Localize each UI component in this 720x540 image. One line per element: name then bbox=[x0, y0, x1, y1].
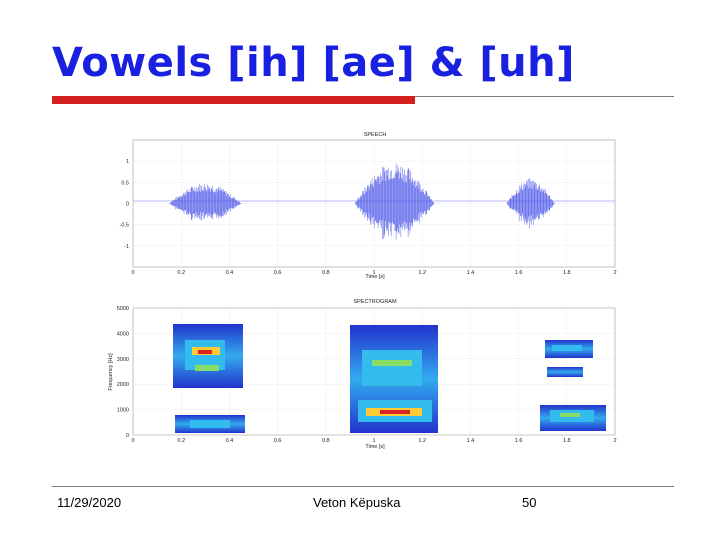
spectrogram-x-tick-label: 0.4 bbox=[226, 438, 234, 444]
spectrogram-y-tick-label: 2000 bbox=[117, 382, 129, 388]
speech-waveform bbox=[169, 163, 555, 240]
spectrogram-y-tick-label: 5000 bbox=[117, 306, 129, 312]
spectrogram-x-tick-label: 0 bbox=[131, 438, 134, 444]
spectrogram-x-tick-label: 0.2 bbox=[177, 438, 185, 444]
ih-low-core bbox=[190, 420, 230, 428]
speech-y-tick-label: -1 bbox=[124, 244, 129, 250]
uh-high-core bbox=[552, 345, 582, 351]
speech-x-tick-label: 0.8 bbox=[322, 270, 330, 276]
speech-y-tick-label: 0 bbox=[126, 202, 129, 208]
speech-x-tick-label: 0 bbox=[131, 270, 134, 276]
spectrogram-x-tick-label: 1.6 bbox=[515, 438, 523, 444]
spectrogram-x-tick-label: 0.8 bbox=[322, 438, 330, 444]
uh-low-mid bbox=[560, 413, 580, 417]
footer-date: 11/29/2020 bbox=[57, 495, 122, 510]
speech-x-tick-label: 1.6 bbox=[515, 270, 523, 276]
footer-author: Veton Këpuska bbox=[313, 495, 401, 510]
spectrogram-x-tick-label: 1.8 bbox=[563, 438, 571, 444]
title-accent-bar bbox=[52, 96, 415, 104]
slide-title: Vowels [ih] [ae] & [uh] bbox=[52, 40, 575, 86]
speech-title: SPEECH bbox=[364, 132, 387, 138]
speech-x-tick-label: 2 bbox=[613, 270, 616, 276]
speech-x-tick-label: 0.4 bbox=[226, 270, 234, 276]
ae-hot-2 bbox=[380, 410, 410, 414]
spectrogram-x-tick-label: 2 bbox=[613, 438, 616, 444]
spectrogram-region-ae bbox=[350, 325, 438, 433]
spectrogram-x-ticks: 0 0.2 0.4 0.6 0.8 1 1.2 1.4 1.6 1.8 2 bbox=[131, 438, 616, 444]
speech-y-tick-label: 1 bbox=[126, 159, 129, 165]
speech-x-tick-label: 1.4 bbox=[467, 270, 475, 276]
spectrogram-plot: SPECTROGRAM bbox=[108, 299, 617, 450]
speech-x-tick-label: 0.6 bbox=[274, 270, 282, 276]
spectrogram-ylabel: Frequency [Hz] bbox=[108, 353, 114, 391]
speech-y-ticks: 1 0.5 0 -0.5 -1 bbox=[120, 159, 129, 250]
spectrogram-y-ticks: 5000 4000 3000 2000 1000 0 bbox=[117, 306, 129, 439]
spectrogram-y-tick-label: 3000 bbox=[117, 357, 129, 363]
spectrogram-xlabel: Time [s] bbox=[365, 444, 385, 450]
waveform-segment-1 bbox=[169, 183, 242, 221]
speech-y-tick-label: 0.5 bbox=[121, 180, 129, 186]
waveform-segment-3 bbox=[506, 178, 555, 229]
spectrogram-title: SPECTROGRAM bbox=[353, 299, 397, 305]
ih-mid bbox=[195, 365, 219, 371]
spectrogram-x-tick-label: 1.2 bbox=[418, 438, 426, 444]
page-number: 50 bbox=[522, 495, 537, 510]
footer-divider bbox=[52, 486, 674, 487]
speech-x-tick-label: 1 bbox=[372, 270, 375, 276]
speech-x-ticks: 0 0.2 0.4 0.6 0.8 1 1.2 1.4 1.6 1.8 2 bbox=[131, 270, 616, 276]
spectrogram-x-tick-label: 0.6 bbox=[274, 438, 282, 444]
spectrogram-y-tick-label: 0 bbox=[126, 433, 129, 439]
speech-xlabel: Time [s] bbox=[365, 274, 385, 280]
speech-x-tick-label: 0.2 bbox=[177, 270, 185, 276]
speech-x-tick-label: 1.8 bbox=[563, 270, 571, 276]
speech-plot: SPEECH 0 0.2 0.4 0.6 0.8 1 1.2 1.4 1.6 1.8 2 1 0.5 0… bbox=[120, 132, 617, 280]
ae-mid bbox=[372, 360, 412, 366]
spectrogram-y-tick-label: 1000 bbox=[117, 408, 129, 414]
speech-x-tick-label: 1.2 bbox=[418, 270, 426, 276]
spectrogram-y-tick-label: 4000 bbox=[117, 331, 129, 337]
ih-hot-2 bbox=[198, 350, 212, 354]
spectrogram-x-tick-label: 1.4 bbox=[467, 438, 475, 444]
spectrogram-x-tick-label: 1 bbox=[372, 438, 375, 444]
uh-formant-mid bbox=[547, 367, 583, 377]
spectrogram-region-ih bbox=[173, 324, 245, 433]
ae-core bbox=[362, 350, 422, 386]
waveform-segment-2 bbox=[355, 163, 435, 240]
speech-y-tick-label: -0.5 bbox=[120, 223, 129, 229]
spectrogram-region-uh bbox=[540, 340, 606, 431]
